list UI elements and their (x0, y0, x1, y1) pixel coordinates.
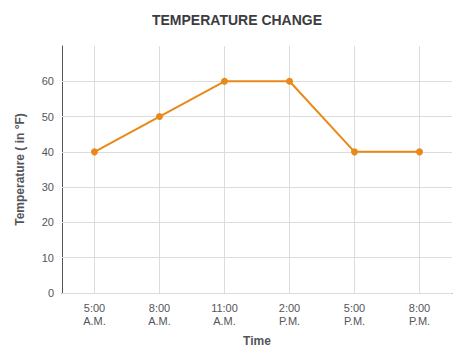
svg-text:A.M.: A.M. (213, 315, 236, 327)
svg-text:Temperature ( in °F): Temperature ( in °F) (13, 113, 27, 226)
svg-text:P.M.: P.M. (279, 315, 300, 327)
svg-text:TEMPERATURE CHANGE: TEMPERATURE CHANGE (152, 12, 322, 28)
svg-text:20: 20 (42, 216, 54, 228)
svg-text:P.M.: P.M. (344, 315, 365, 327)
svg-text:A.M.: A.M. (83, 315, 106, 327)
svg-text:P.M.: P.M. (409, 315, 430, 327)
svg-text:8:00: 8:00 (149, 302, 170, 314)
svg-text:60: 60 (42, 75, 54, 87)
svg-text:A.M.: A.M. (148, 315, 171, 327)
svg-text:5:00: 5:00 (84, 302, 105, 314)
svg-text:11:00: 11:00 (211, 302, 238, 314)
svg-text:Time: Time (243, 334, 271, 348)
svg-text:8:00: 8:00 (409, 302, 430, 314)
svg-text:10: 10 (42, 252, 54, 264)
svg-text:5:00: 5:00 (344, 302, 365, 314)
svg-text:30: 30 (42, 181, 54, 193)
svg-text:0: 0 (48, 287, 54, 299)
svg-text:50: 50 (42, 111, 54, 123)
svg-text:2:00: 2:00 (279, 302, 300, 314)
svg-text:40: 40 (42, 146, 54, 158)
